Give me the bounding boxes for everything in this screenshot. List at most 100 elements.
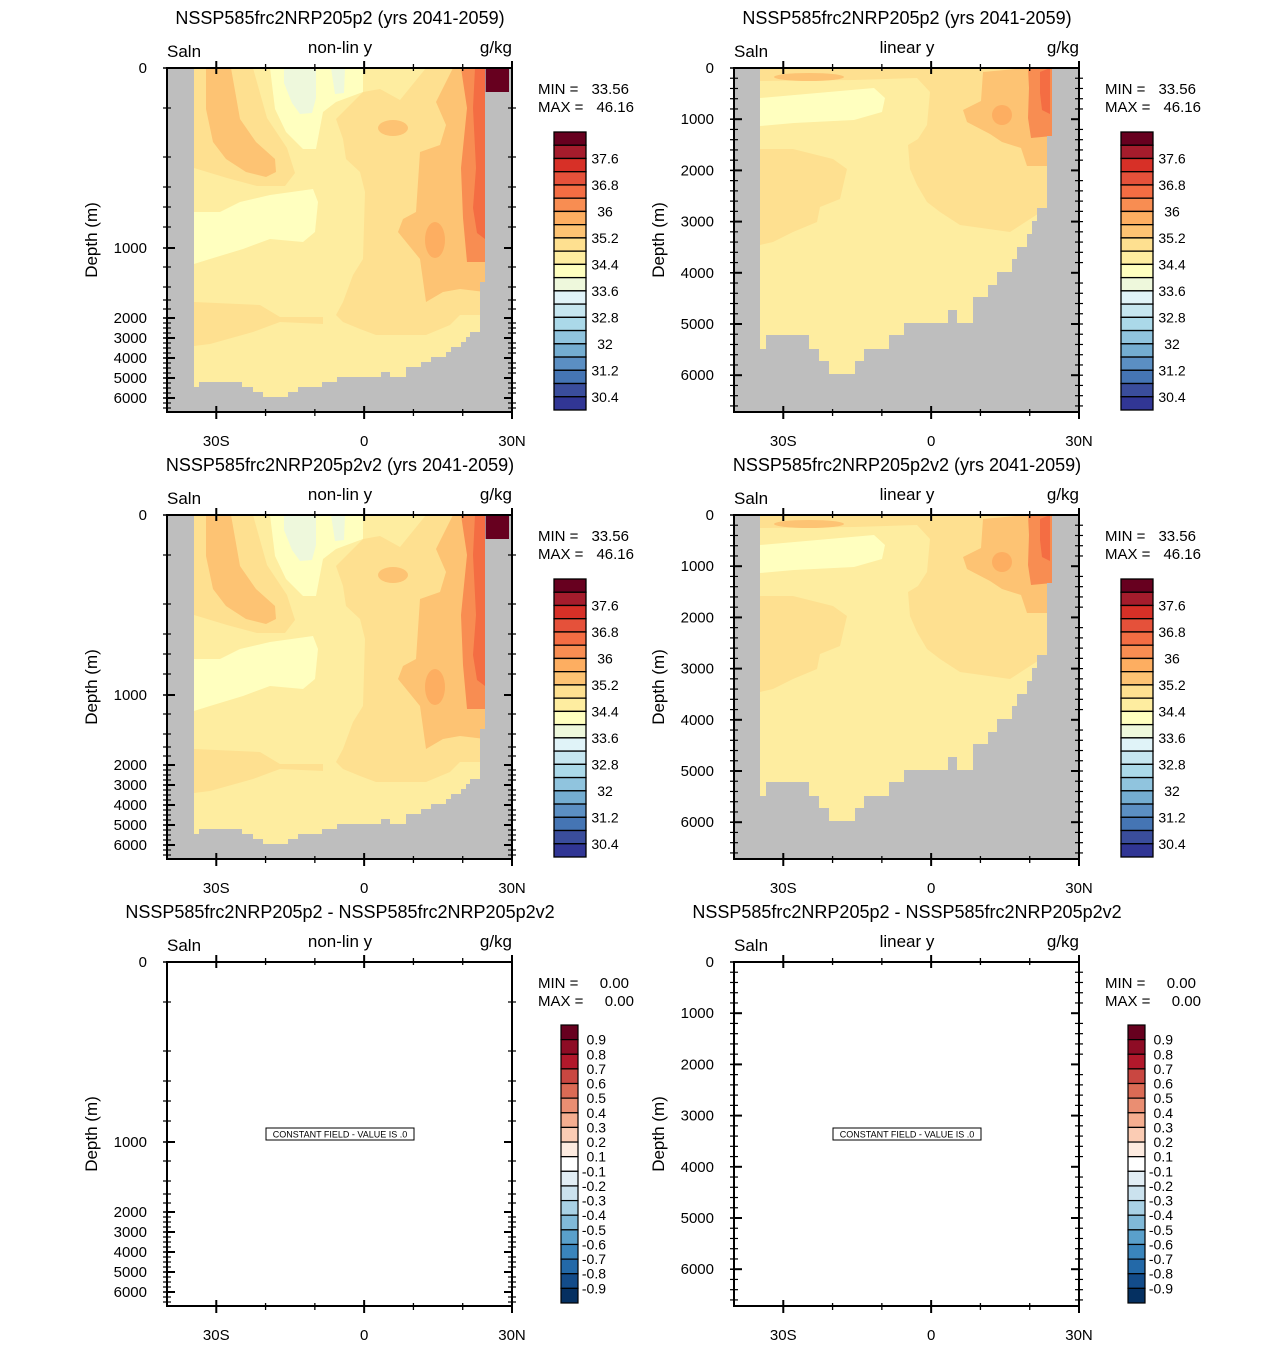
variable-label: Saln <box>167 42 201 61</box>
colorbar-box <box>560 1039 579 1055</box>
y-tick-label: 5000 <box>681 1210 714 1227</box>
colorbar-box <box>553 591 587 607</box>
y-tick-label: 3000 <box>114 1224 147 1241</box>
colorbar-box <box>560 1214 579 1231</box>
colorbar-box <box>553 303 587 318</box>
colorbar-label: 31.2 <box>1158 362 1185 378</box>
plot-area: 0 1000 2000 3000 4000 5000 6000 30S 0 30N <box>114 507 526 897</box>
x-tick-label: 0 <box>927 433 935 450</box>
colorbar-label: 30.4 <box>591 389 618 405</box>
colorbar-box <box>1120 369 1154 385</box>
contour-region <box>774 520 844 528</box>
contour-fill <box>760 68 1052 245</box>
constant-field-note: CONSTANT FIELD - VALUE IS .0 <box>273 1130 408 1140</box>
colorbar-box <box>1127 1097 1146 1114</box>
min-value: 0.00 <box>1167 975 1196 992</box>
contour-region <box>194 302 323 346</box>
max-value: 46.16 <box>596 546 634 563</box>
colorbar-label: 0.8 <box>1154 1046 1174 1062</box>
y-scale-label: non-lin y <box>308 485 373 504</box>
colorbar-box <box>1120 776 1154 792</box>
colorbar-box <box>1120 710 1154 726</box>
contour-region <box>760 535 885 573</box>
colorbar-label: -0.7 <box>1149 1251 1173 1267</box>
x-tick-label: 0 <box>360 880 368 897</box>
colorbar-box <box>553 816 587 832</box>
colorbar-box <box>1127 1068 1146 1085</box>
colorbar-box <box>1120 356 1154 371</box>
colorbar-box <box>553 250 587 266</box>
colorbar-box <box>1120 144 1154 160</box>
y-tick-label: 2000 <box>681 162 714 179</box>
panel: NSSP585frc2NRP205p2 - NSSP585frc2NRP205p… <box>82 902 634 1344</box>
max-value: 0.00 <box>605 993 634 1010</box>
max-value: 46.16 <box>1163 546 1201 563</box>
y-tick-label: 1000 <box>681 1005 714 1022</box>
colorbar-label: 34.4 <box>591 703 618 719</box>
colorbar-box <box>1127 1170 1146 1187</box>
x-tick-label: 30N <box>498 880 526 897</box>
x-tick-label: 30S <box>770 880 797 897</box>
colorbar-box <box>1120 631 1154 646</box>
colorbar-box <box>1120 382 1154 398</box>
colorbar-label: 0.2 <box>1154 1134 1174 1150</box>
colorbar-box <box>1120 184 1154 199</box>
colorbar-label: 0.4 <box>1154 1105 1174 1121</box>
x-tick-label: 30N <box>1065 433 1093 450</box>
y-axis-label: Depth (m) <box>82 202 101 278</box>
colorbar-box <box>1120 697 1154 713</box>
y-tick-label: 1000 <box>114 240 147 257</box>
colorbar-label: 0.9 <box>1154 1032 1174 1048</box>
max-label: MAX = <box>538 546 584 563</box>
colorbar-box <box>1120 250 1154 266</box>
colorbar-box <box>560 1170 579 1187</box>
colorbar-box <box>1120 763 1154 779</box>
colorbar-box <box>1127 1156 1146 1172</box>
contour-region <box>992 105 1012 125</box>
colorbar-box <box>553 710 587 726</box>
min-value: 33.56 <box>591 528 629 545</box>
colorbar-box <box>553 829 587 845</box>
units-label: g/kg <box>1047 932 1079 951</box>
max-salinity-cell <box>485 515 509 539</box>
y-tick-label: 2000 <box>681 609 714 626</box>
colorbar-box <box>1120 276 1154 292</box>
y-tick-label: 6000 <box>681 1261 714 1278</box>
colorbar-box <box>1127 1273 1146 1289</box>
max-salinity-cell <box>485 68 509 92</box>
y-tick-label: 2000 <box>114 1204 147 1221</box>
colorbar-box <box>553 316 587 332</box>
constant-field-box <box>265 1127 415 1141</box>
colorbar-label: 31.2 <box>1158 809 1185 825</box>
y-tick-label: 4000 <box>681 712 714 729</box>
units-label: g/kg <box>1047 485 1079 504</box>
colorbar-box <box>553 604 587 620</box>
y-tick-label: 3000 <box>114 777 147 794</box>
units-label: g/kg <box>480 485 512 504</box>
plot-frame <box>733 961 1080 1307</box>
colorbar-box <box>553 224 587 239</box>
y-scale-label: linear y <box>880 932 935 951</box>
colorbar-label: 30.4 <box>1158 836 1185 852</box>
colorbar-box <box>1127 1229 1146 1246</box>
colorbar-box <box>560 1185 579 1202</box>
max-value: 0.00 <box>1172 993 1201 1010</box>
colorbar: 37.6 36.8 36 35.2 34.4 33.6 32.8 32 31.2 30.4 <box>553 578 619 858</box>
colorbar-box <box>1120 343 1154 358</box>
colorbar-box <box>1120 197 1154 213</box>
panel-title: NSSP585frc2NRP205p2 - NSSP585frc2NRP205p… <box>125 902 554 922</box>
colorbar-box <box>1120 737 1154 752</box>
x-tick-label: 30S <box>770 1327 797 1344</box>
colorbar-label: 32 <box>1164 336 1180 352</box>
colorbar-box <box>553 237 587 252</box>
y-tick-label: 5000 <box>681 316 714 333</box>
plot-frame <box>166 961 513 1307</box>
colorbar-label: 0.9 <box>587 1032 607 1048</box>
colorbar-label: 33.6 <box>1158 283 1185 299</box>
y-axis-label: Depth (m) <box>649 202 668 278</box>
colorbar-box <box>1120 316 1154 332</box>
contour-region <box>331 68 345 94</box>
y-tick-label: 3000 <box>681 661 714 678</box>
colorbar-box <box>560 1156 579 1172</box>
y-tick-label: 4000 <box>681 1159 714 1176</box>
